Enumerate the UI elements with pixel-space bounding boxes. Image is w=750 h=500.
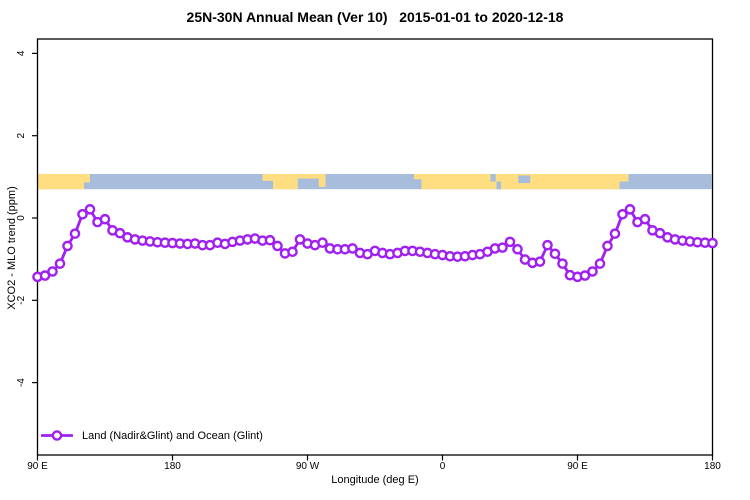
data-point	[504, 236, 516, 248]
y-tick-label: 4	[16, 50, 27, 56]
data-point	[47, 266, 58, 277]
data-point	[587, 266, 598, 277]
data-point	[294, 234, 306, 245]
x-axis-label: Longitude (deg E)	[331, 474, 419, 486]
data-point	[114, 227, 126, 239]
x-tick-label: 180	[164, 461, 181, 472]
data-point	[39, 270, 51, 281]
data-point	[77, 208, 88, 220]
x-tick-label: 90 E	[27, 461, 48, 472]
land-segment	[273, 173, 298, 190]
data-point	[542, 239, 553, 251]
water-notch	[496, 181, 501, 190]
data-point	[54, 258, 66, 269]
data-point	[62, 240, 73, 252]
chart-title: 25N-30N Annual Mean (Ver 10) 2015-01-01 …	[186, 9, 564, 25]
data-point	[609, 228, 621, 239]
data-point	[624, 204, 636, 215]
data-point	[497, 242, 508, 253]
data-point	[707, 237, 718, 249]
data-point	[557, 258, 568, 269]
y-axis-label: XCO2 - MLO trend (ppm)	[6, 186, 18, 310]
legend: Land (Nadir&Glint) and Ocean (Glint)	[41, 429, 263, 442]
data-point	[654, 227, 666, 239]
land-segment	[297, 173, 322, 179]
y-tick-label: -2	[16, 295, 27, 304]
data-point	[579, 270, 591, 281]
data-point	[639, 213, 651, 225]
data-point	[287, 246, 298, 258]
x-tick-label: 180	[704, 461, 721, 472]
legend-line-marker-symbol	[41, 430, 73, 441]
data-point	[317, 237, 328, 248]
data-point	[69, 228, 81, 239]
data-point	[272, 240, 283, 252]
land-segment	[37, 173, 84, 190]
water-notch	[518, 175, 531, 184]
data-point	[84, 204, 96, 215]
data-point	[347, 243, 358, 254]
y-tick-label: 0	[16, 215, 27, 221]
land-segment	[262, 173, 273, 181]
data-point	[264, 234, 276, 246]
data-point	[99, 213, 111, 225]
legend-label: Land (Nadir&Glint) and Ocean (Glint)	[82, 429, 263, 442]
y-tick-label: -4	[16, 378, 27, 387]
data-point	[602, 240, 613, 252]
data-point	[534, 256, 546, 267]
data-point	[549, 248, 561, 260]
x-tick-label: 90 W	[296, 461, 320, 472]
water-notch	[490, 173, 496, 182]
x-tick-label: 0	[440, 461, 446, 472]
land-segment	[318, 173, 326, 187]
land-segment	[414, 173, 422, 180]
y-tick-label: 2	[16, 132, 27, 138]
data-point	[617, 208, 628, 220]
land-segment	[84, 173, 90, 183]
data-point	[512, 243, 523, 255]
data-point	[594, 258, 606, 269]
land-segment	[619, 173, 629, 182]
x-tick-label: 90 E	[567, 461, 588, 472]
